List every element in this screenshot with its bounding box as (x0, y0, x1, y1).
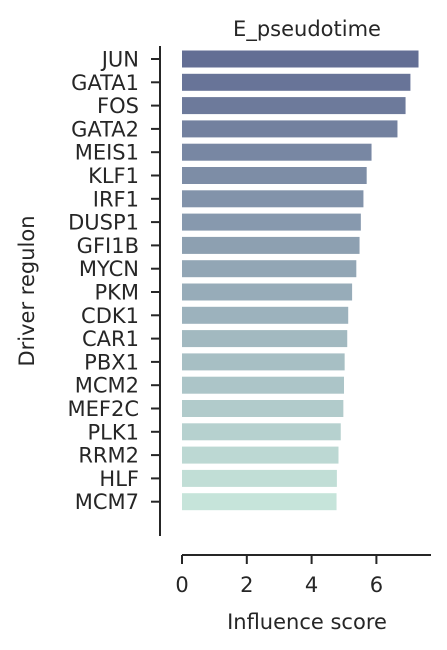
x-ticks-group: 0 2 4 6 (175, 555, 383, 597)
bar-cdk1 (182, 306, 349, 324)
bar-gata2 (182, 120, 398, 138)
x-tick-label: 2 (240, 573, 253, 597)
bar-plk1 (182, 423, 341, 441)
y-tick-label: MEF2C (68, 397, 140, 421)
bar-mef2c (182, 400, 344, 417)
y-tick-label: GATA2 (71, 117, 139, 141)
bar-pbx1 (182, 353, 345, 371)
bar-car1 (182, 330, 348, 348)
x-tick-label: 6 (370, 573, 383, 597)
y-tick-label: PBX1 (84, 350, 139, 374)
bar-dusp1 (182, 213, 361, 231)
y-tick-label: CDK1 (81, 304, 139, 328)
bar-mycn (182, 260, 357, 278)
bars-group (182, 50, 419, 511)
x-axis-label: Influence score (227, 610, 387, 634)
y-tick-label: MEIS1 (75, 141, 139, 165)
bar-mcm2 (182, 376, 344, 394)
y-ticks-group: JUNGATA1FOSGATA2MEIS1KLF1IRF1DUSP1GFI1BM… (68, 48, 160, 514)
bar-klf1 (182, 167, 367, 184)
y-tick-label: IRF1 (93, 187, 139, 211)
y-tick-label: MCM7 (75, 490, 139, 514)
chart-title: E_pseudotime (233, 17, 381, 42)
bar-gfi1b (182, 236, 360, 254)
y-tick-label: DUSP1 (68, 211, 139, 235)
bar-irf1 (182, 190, 364, 208)
x-tick-label: 4 (305, 573, 318, 597)
bar-fos (182, 97, 406, 115)
bar-gata1 (182, 73, 411, 91)
y-tick-label: GATA1 (71, 71, 139, 95)
y-tick-label: RRM2 (78, 444, 139, 468)
y-tick-label: CAR1 (82, 327, 139, 351)
y-tick-label: MYCN (79, 257, 139, 281)
bar-hlf (182, 469, 337, 487)
y-tick-label: PLK1 (88, 420, 140, 444)
bar-rrm2 (182, 446, 339, 464)
y-tick-label: HLF (99, 467, 139, 491)
y-tick-label: GFI1B (77, 234, 139, 258)
y-tick-label: JUN (100, 48, 139, 72)
bar-mcm7 (182, 493, 337, 511)
y-tick-label: MCM2 (75, 374, 139, 398)
bar-pkm (182, 283, 353, 301)
bar-meis1 (182, 143, 372, 161)
bar-jun (182, 50, 419, 68)
y-tick-label: KLF1 (88, 164, 139, 188)
x-tick-label: 0 (175, 573, 188, 597)
y-axis-label: Driver regulon (15, 215, 39, 366)
y-tick-label: FOS (97, 94, 139, 118)
y-tick-label: PKM (94, 281, 139, 305)
